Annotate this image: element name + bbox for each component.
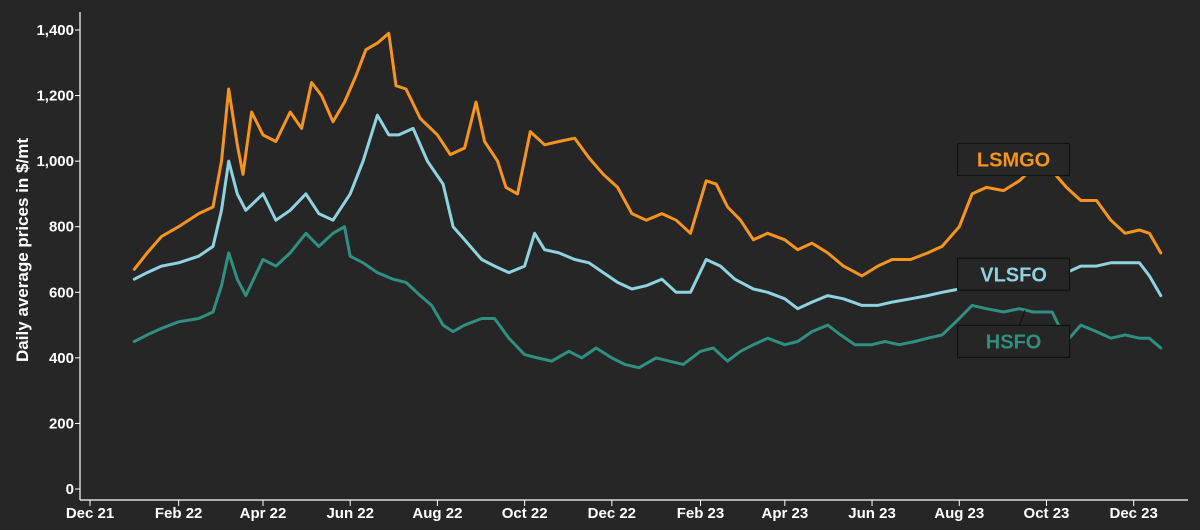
series-line-lsmgo — [132, 31, 1163, 278]
series-label-box — [956, 142, 1071, 177]
x-tick-label: Apr 23 — [761, 505, 808, 522]
x-tick-label: Jun 23 — [848, 505, 896, 522]
y-axis-label: Daily average prices in $/mt — [13, 138, 32, 362]
series-line-hsfo — [132, 225, 1163, 370]
series-labels: LSMGO VLSFO HSFO — [956, 142, 1071, 359]
y-tick-label: 1,400 — [36, 22, 74, 39]
series-label-vlsfo: VLSFO — [980, 264, 1047, 286]
series-label-hsfo: HSFO — [986, 331, 1042, 353]
y-tick-label: 600 — [49, 284, 74, 301]
x-tick-label: Dec 23 — [1109, 505, 1157, 522]
x-tick-label: Feb 22 — [155, 505, 203, 522]
x-tick-label: Jun 22 — [326, 505, 374, 522]
x-tick-label: Apr 22 — [240, 505, 287, 522]
y-tick-label: 1,200 — [36, 88, 74, 105]
x-tick-label: Dec 22 — [588, 505, 636, 522]
x-tick-label: Aug 22 — [412, 505, 462, 522]
y-tick-label: 800 — [49, 219, 74, 236]
x-tick-label: Aug 23 — [934, 505, 984, 522]
y-tick-label: 200 — [49, 415, 74, 432]
series-label-lsmgo: LSMGO — [977, 150, 1050, 172]
y-tick-label: 1,000 — [36, 153, 74, 170]
series-label-box — [956, 324, 1071, 359]
y-tick-label: 0 — [66, 481, 74, 498]
y-ticks: 0 200 400 600 800 1,000 1,200 1,400 — [36, 22, 80, 498]
y-tick-label: 400 — [49, 350, 74, 367]
x-tick-label: Oct 23 — [1024, 505, 1070, 522]
x-tick-label: Dec 21 — [66, 505, 114, 522]
series-label-box — [956, 257, 1071, 291]
x-tick-label: Feb 23 — [677, 505, 725, 522]
x-tick-label: Oct 22 — [502, 505, 548, 522]
x-ticks: Dec 21 Feb 22 Apr 22 Jun 22 Aug 22 Oct 22 Dec … — [66, 500, 1158, 522]
